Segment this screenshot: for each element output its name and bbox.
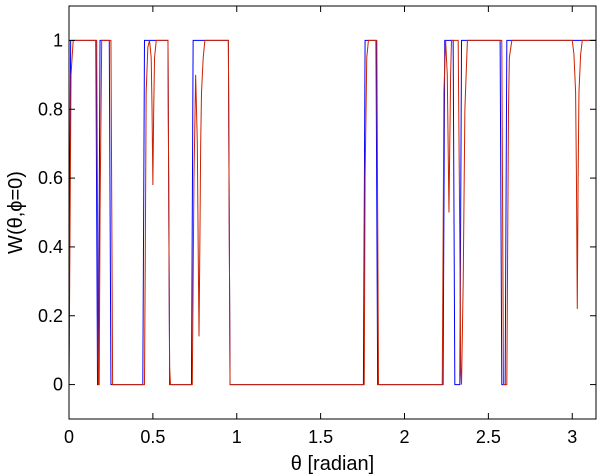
y-tick-label: 1 [53, 30, 63, 50]
y-axis-title: W(θ,ϕ=0) [5, 171, 27, 254]
x-tick-label: 1 [232, 427, 242, 447]
plot-area-frame [68, 5, 597, 420]
y-tick-label: 0.6 [38, 168, 63, 188]
x-tick-label: 0 [64, 427, 74, 447]
x-tick-label: 0.5 [140, 427, 165, 447]
y-axis-ticks: 0 0.2 0.4 0.6 0.8 1 [38, 30, 596, 395]
x-tick-label: 3 [567, 427, 577, 447]
x-tick-label: 2 [399, 427, 409, 447]
y-tick-label: 0 [53, 375, 63, 395]
series-line-2 [68, 39, 596, 386]
x-tick-label: 2.5 [476, 427, 501, 447]
y-tick-label: 0.8 [38, 99, 63, 119]
x-axis-title: θ [radian] [291, 453, 374, 474]
y-tick-label: 0.2 [38, 306, 63, 326]
y-tick-label: 0.4 [38, 237, 63, 257]
x-tick-label: 1.5 [308, 427, 333, 447]
x-axis-ticks: 0 0.5 1 1.5 2 2.5 3 [64, 6, 577, 447]
plot-lines [68, 39, 596, 386]
